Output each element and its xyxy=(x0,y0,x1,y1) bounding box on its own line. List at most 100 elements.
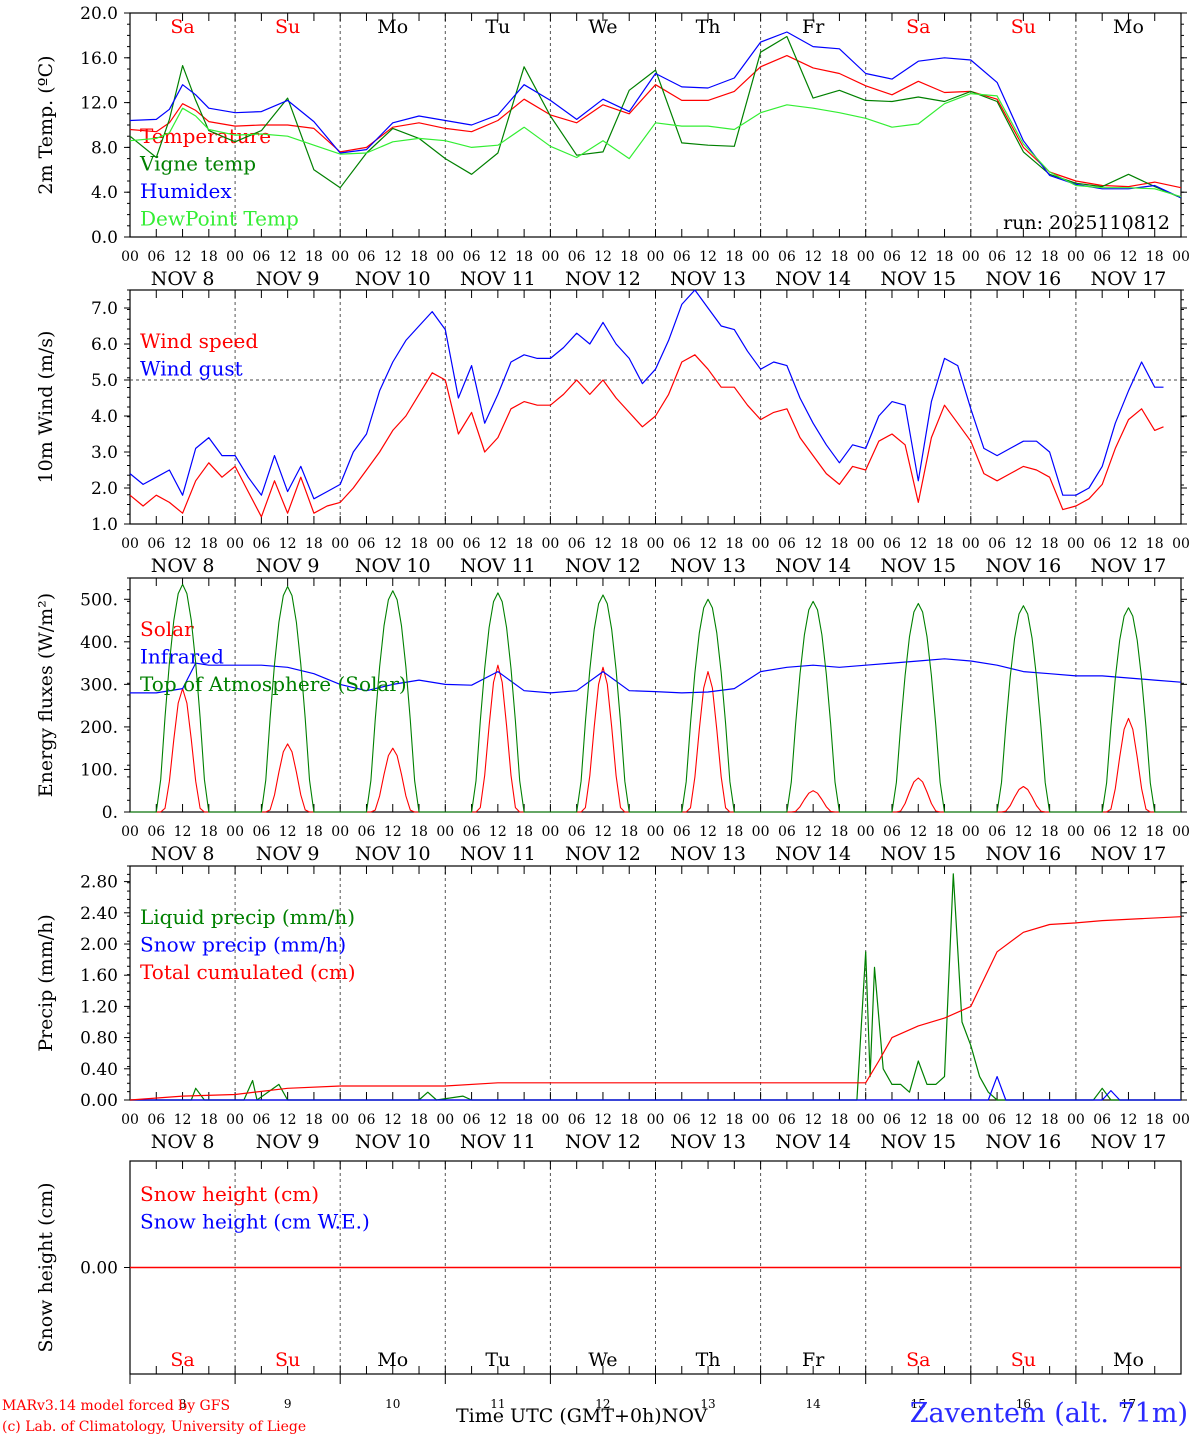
day-tick-label: NOV 17 xyxy=(1091,843,1167,865)
y-tick-label: 7.0 xyxy=(91,299,118,319)
hour-tick-label: 18 xyxy=(305,536,323,552)
hour-tick-label: 12 xyxy=(1120,249,1138,265)
day-tick-label: NOV 10 xyxy=(355,843,431,865)
day-tick-label: NOV 10 xyxy=(355,555,431,577)
series-total-cumulated-cm xyxy=(129,916,1182,1101)
hour-tick-label: 06 xyxy=(673,1112,691,1128)
hour-tick-label: 12 xyxy=(909,536,927,552)
hour-tick-label: 00 xyxy=(857,1112,875,1128)
y-tick-label: 400. xyxy=(80,633,118,653)
series-top-of-atmosphere-solar xyxy=(130,583,1181,813)
hour-tick-label: 00 xyxy=(331,536,349,552)
hour-tick-label: 18 xyxy=(936,249,954,265)
weekday-label: Sa xyxy=(170,1349,194,1371)
hour-tick-label: 06 xyxy=(252,249,270,265)
y-tick-label: 1.20 xyxy=(80,997,118,1017)
series-dewpoint-temp xyxy=(129,92,1182,198)
day-tick-label: NOV 14 xyxy=(775,1131,851,1153)
hour-tick-label: 12 xyxy=(1014,824,1032,840)
day-tick-label: NOV 11 xyxy=(460,268,536,290)
day-tick-label: NOV 8 xyxy=(151,843,215,865)
weekday-label: Su xyxy=(1011,16,1036,38)
hour-tick-label: 18 xyxy=(936,824,954,840)
day-tick-label: NOV 17 xyxy=(1091,268,1167,290)
day-tick-label: NOV 15 xyxy=(880,268,956,290)
hour-tick-label: 12 xyxy=(594,824,612,840)
hour-tick-label: 00 xyxy=(962,249,980,265)
hour-tick-label: 18 xyxy=(305,824,323,840)
y-tick-label: 20.0 xyxy=(80,4,118,24)
hour-tick-label: 00 xyxy=(1172,824,1190,840)
series-liquid-precip-mm-h xyxy=(130,873,1181,1101)
hour-tick-label: 00 xyxy=(226,1112,244,1128)
hour-tick-label: 06 xyxy=(463,824,481,840)
hour-tick-label: 00 xyxy=(647,1112,665,1128)
weekday-label: Su xyxy=(1011,1349,1036,1371)
legend-snow-height-cm-w-e: Snow height (cm W.E.) xyxy=(140,1210,370,1234)
y-tick-label: 0.80 xyxy=(80,1029,118,1049)
hour-tick-label: 00 xyxy=(331,1112,349,1128)
hour-tick-label: 06 xyxy=(358,824,376,840)
hour-tick-label: 12 xyxy=(699,536,717,552)
hour-tick-label: 06 xyxy=(568,536,586,552)
hour-tick-label: 00 xyxy=(1067,536,1085,552)
hour-tick-label: 12 xyxy=(909,824,927,840)
y-tick-label: 12.0 xyxy=(80,94,118,114)
legend-liquid-precip-mm-h: Liquid precip (mm/h) xyxy=(140,905,355,929)
hour-tick-label: 06 xyxy=(358,536,376,552)
day-tick-label: NOV 8 xyxy=(151,1131,215,1153)
hour-tick-label: 06 xyxy=(883,249,901,265)
hour-tick-label: 18 xyxy=(305,1112,323,1128)
day-tick-label: NOV 16 xyxy=(985,843,1061,865)
day-tick-label: NOV 16 xyxy=(985,555,1061,577)
y-tick-label: 0.0 xyxy=(91,228,118,248)
day-tick-label: NOV 9 xyxy=(256,268,320,290)
day-tick-label: NOV 11 xyxy=(460,1131,536,1153)
panel-3-ylabel: Energy fluxes (W/m²) xyxy=(35,593,57,797)
hour-tick-label: 00 xyxy=(436,536,454,552)
hour-tick-label: 00 xyxy=(436,1112,454,1128)
hour-tick-label: 00 xyxy=(1067,824,1085,840)
hour-tick-label: 06 xyxy=(358,1112,376,1128)
lab-credit: (c) Lab. of Climatology, University of L… xyxy=(2,1419,307,1435)
y-tick-label: 0. xyxy=(102,803,118,823)
hour-tick-label: 18 xyxy=(410,1112,428,1128)
day-tick-label: NOV 15 xyxy=(880,555,956,577)
hour-tick-label: 18 xyxy=(936,536,954,552)
y-tick-label: 300. xyxy=(80,675,118,695)
hour-tick-label: 00 xyxy=(1172,536,1190,552)
legend-solar: Solar xyxy=(140,617,194,641)
hour-tick-label: 18 xyxy=(725,536,743,552)
hour-tick-label: 00 xyxy=(1172,249,1190,265)
y-tick-label: 0.00 xyxy=(80,1259,118,1279)
day-tick-label: NOV 9 xyxy=(256,1131,320,1153)
day-tick-label: NOV 17 xyxy=(1091,1131,1167,1153)
time-axis-label: Time UTC (GMT+0h)NOV xyxy=(456,1405,707,1427)
y-tick-label: 3.0 xyxy=(91,443,118,463)
y-tick-label: 2.80 xyxy=(80,873,118,893)
series-infrared xyxy=(130,658,1182,694)
hour-tick-label: 06 xyxy=(988,1112,1006,1128)
hour-tick-label: 06 xyxy=(673,536,691,552)
hour-tick-label: 06 xyxy=(1093,824,1111,840)
y-tick-label: 0.40 xyxy=(80,1060,118,1080)
hour-tick-label: 18 xyxy=(831,1112,849,1128)
weekday-label: We xyxy=(588,16,617,38)
hour-tick-label: 18 xyxy=(1146,249,1164,265)
weekday-label: Su xyxy=(275,1349,300,1371)
hour-tick-label: 06 xyxy=(568,1112,586,1128)
hour-tick-label: 06 xyxy=(673,824,691,840)
hour-tick-label: 12 xyxy=(594,249,612,265)
hour-tick-label: 12 xyxy=(279,824,297,840)
model-credit: MARv3.14 model forced by GFS xyxy=(2,1398,231,1414)
hour-tick-label: 12 xyxy=(174,824,192,840)
time-axis-month: NOV xyxy=(661,1405,708,1427)
panel-4-ylabel: Precip (mm/h) xyxy=(35,914,57,1052)
hour-tick-label: 12 xyxy=(384,536,402,552)
legend-wind-gust: Wind gust xyxy=(140,357,243,381)
hour-tick-label: 00 xyxy=(436,824,454,840)
hour-tick-label: 18 xyxy=(725,1112,743,1128)
series-snow-precip-mm-h xyxy=(130,1075,1181,1101)
day-number-label: 8 xyxy=(179,1397,187,1411)
day-number-label: 14 xyxy=(806,1397,822,1411)
